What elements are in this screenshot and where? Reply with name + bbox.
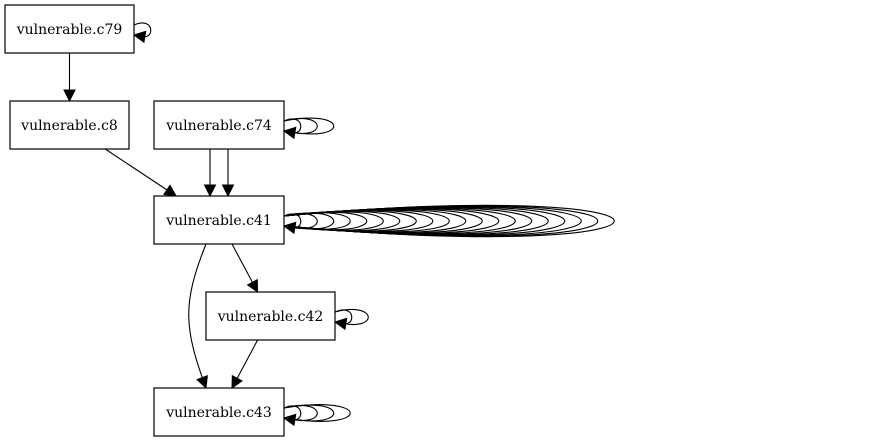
node-c8[interactable]: vulnerable.c8	[9, 100, 130, 150]
node-c42[interactable]: vulnerable.c42	[205, 291, 336, 341]
node-c43[interactable]: vulnerable.c43	[153, 387, 285, 437]
arrowhead	[246, 278, 259, 293]
edge-c79-to-c79	[132, 22, 152, 44]
edge-c74-to-c74	[282, 117, 335, 140]
edge-line	[188, 243, 207, 389]
node-box	[205, 291, 336, 341]
edge-c8-to-c41	[104, 148, 178, 197]
arrowhead	[282, 413, 297, 427]
edge-c42-to-c42	[333, 308, 369, 331]
node-label: vulnerable.c41	[165, 213, 272, 229]
arrowhead	[221, 184, 235, 198]
arrowhead	[282, 126, 297, 140]
node-label: vulnerable.c74	[165, 118, 272, 134]
node-c74[interactable]: vulnerable.c74	[153, 100, 285, 150]
edge-c42-to-c43	[231, 339, 259, 389]
edge-line	[104, 148, 177, 197]
self-loop	[283, 204, 615, 238]
node-label: vulnerable.c43	[165, 405, 272, 421]
arrowhead	[282, 221, 297, 235]
arrowhead	[163, 184, 178, 197]
node-box	[153, 100, 285, 150]
self-loop	[283, 117, 335, 135]
arrowhead	[333, 317, 348, 331]
edge-c41-to-c42	[231, 243, 259, 293]
node-box	[9, 100, 130, 150]
node-box	[153, 387, 285, 437]
self-loop	[334, 308, 369, 326]
edge-c74-to-c41	[203, 149, 235, 198]
node-label: vulnerable.c8	[20, 118, 118, 134]
node-c79[interactable]: vulnerable.c79	[4, 4, 135, 54]
edge-c43-to-c43	[282, 404, 351, 427]
node-label: vulnerable.c42	[217, 309, 324, 325]
arrowhead	[63, 89, 76, 103]
arrowhead	[196, 375, 208, 390]
arrowhead	[132, 30, 147, 44]
edge-c41-to-c43	[188, 243, 208, 390]
edge-c79-to-c8	[63, 53, 76, 103]
arrowhead	[231, 374, 243, 389]
node-box	[153, 195, 285, 245]
edge-c41-to-c41	[282, 204, 615, 238]
node-c41[interactable]: vulnerable.c41	[153, 195, 285, 245]
node-box	[4, 4, 135, 54]
node-label: vulnerable.c79	[16, 22, 123, 38]
arrowhead	[203, 184, 217, 198]
self-loop	[283, 404, 351, 422]
